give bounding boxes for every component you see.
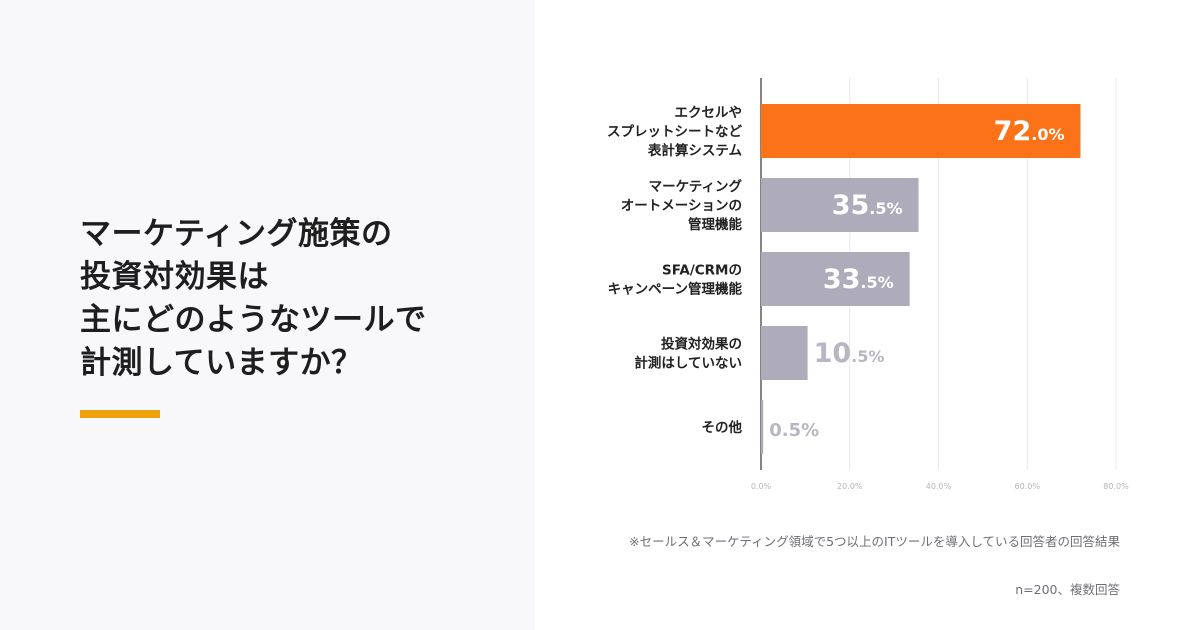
footnote: ※セールス＆マーケティング領域で5つ以上のITツールを導入している回答者の回答結…	[629, 534, 1120, 549]
category-label: マーケティングオートメーションの管理機能	[621, 178, 743, 233]
category-label: SFA/CRMのキャンペーン管理機能	[608, 263, 743, 298]
headline-line: 計測していますか？	[80, 345, 363, 381]
data-label: 0.5%	[769, 420, 819, 441]
category-label: エクセルやスプレットシートなど表計算システム	[607, 105, 742, 159]
x-tick-label: 0.0%	[751, 482, 772, 491]
accent-bar	[80, 410, 160, 418]
x-tick-label: 40.0%	[926, 482, 952, 491]
data-label: 72.0%	[994, 116, 1065, 147]
headline-line: 投資対効果は	[80, 259, 269, 295]
headline: マーケティング施策の 投資対効果は 主にどのようなツールで 計測していますか？	[80, 213, 427, 385]
data-label: 35.5%	[832, 190, 903, 221]
sample-size: n=200、複数回答	[1015, 582, 1120, 597]
left-panel	[0, 0, 535, 630]
headline-line: マーケティング施策の	[80, 216, 393, 252]
bar	[761, 400, 764, 454]
x-tick-label: 20.0%	[837, 482, 863, 491]
bar	[761, 104, 1081, 158]
category-label: その他	[702, 419, 743, 436]
headline-line: 主にどのようなツールで	[80, 302, 427, 338]
x-tick-label: 80.0%	[1103, 482, 1129, 491]
bar	[761, 178, 919, 232]
bar	[761, 252, 910, 306]
data-label: 10.5%	[814, 338, 885, 369]
category-label: 投資対効果の計測はしていない	[634, 336, 742, 372]
data-label: 33.5%	[823, 264, 894, 295]
x-tick-label: 60.0%	[1015, 482, 1041, 491]
bar	[761, 326, 808, 380]
